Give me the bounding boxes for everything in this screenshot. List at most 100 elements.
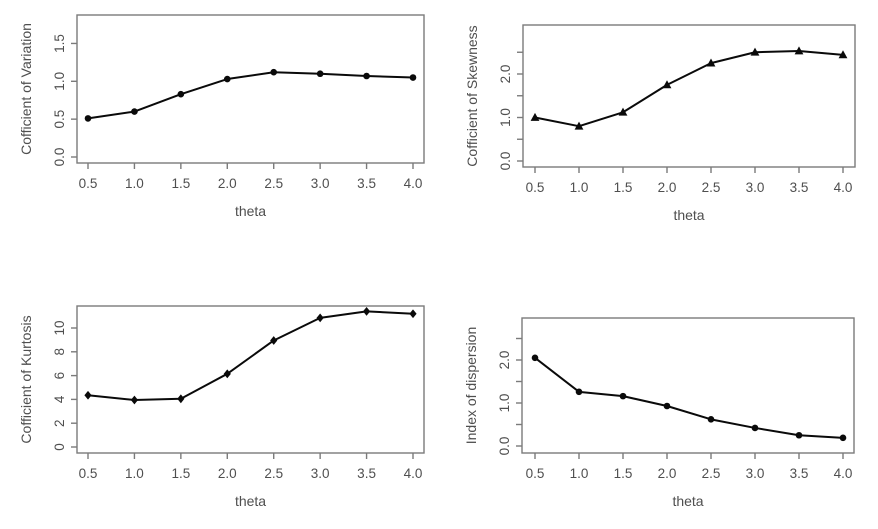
plot-frame <box>76 305 425 454</box>
x-tick-label: 2.5 <box>702 466 721 481</box>
x-tick-label: 1.0 <box>125 176 144 191</box>
y-tick-label: 1.0 <box>52 72 67 91</box>
y-tick-label: 0.0 <box>497 437 512 456</box>
y-tick-label: 0.0 <box>52 148 67 167</box>
data-point-marker-circle <box>131 108 138 115</box>
data-point-marker-circle <box>84 115 92 122</box>
data-point-marker-triangle <box>750 47 760 56</box>
data-point-marker-triangle <box>574 121 584 130</box>
data-point-marker-triangle <box>706 58 716 67</box>
x-tick-label: 2.5 <box>264 176 283 191</box>
x-tick-label: 2.0 <box>658 180 677 195</box>
x-axis-title: theta <box>235 493 266 509</box>
data-point-marker-circle <box>619 392 627 400</box>
data-point-marker-triangle <box>662 80 672 89</box>
y-tick-label: 1.0 <box>497 394 512 413</box>
series-line <box>534 356 844 439</box>
x-tick-label: 4.0 <box>834 466 853 481</box>
series-line <box>87 71 414 120</box>
x-tick-label: 1.0 <box>570 180 589 195</box>
x-tick-label: 4.0 <box>404 176 423 191</box>
series-line <box>87 310 414 401</box>
data-point-marker-triangle <box>794 46 804 55</box>
y-tick-label: 2.0 <box>498 65 513 84</box>
data-point-marker-diamond <box>362 306 371 316</box>
data-point-marker-circle <box>839 434 847 442</box>
y-tick-label: 1.5 <box>52 34 67 53</box>
x-tick-label: 3.0 <box>746 466 765 481</box>
series-line <box>534 49 844 128</box>
data-point-marker-circle <box>795 431 803 439</box>
data-point-marker-circle <box>751 424 759 432</box>
x-tick-label: 3.5 <box>357 176 376 191</box>
x-tick-label: 3.0 <box>746 180 765 195</box>
x-tick-label: 0.5 <box>526 466 545 481</box>
x-tick-label: 1.5 <box>614 180 633 195</box>
data-point-marker-triangle <box>530 112 540 121</box>
x-tick-label: 3.5 <box>790 180 809 195</box>
x-tick-label: 3.5 <box>357 466 376 481</box>
x-tick-label: 3.5 <box>790 466 809 481</box>
data-point-marker-diamond <box>409 309 417 319</box>
y-tick-label: 6 <box>52 372 67 380</box>
y-axis-title: Cofficient of Kurtosis <box>18 315 34 443</box>
x-tick-label: 2.0 <box>218 466 237 481</box>
data-point-marker-circle <box>409 74 417 81</box>
data-point-marker-diamond <box>223 369 231 379</box>
x-tick-label: 2.0 <box>218 176 237 191</box>
y-tick-label: 4 <box>52 395 67 403</box>
y-axis-title: Cofficient of Skewness <box>464 25 480 166</box>
plot-frame <box>521 317 855 454</box>
y-tick-label: 1.0 <box>498 108 513 127</box>
y-tick-label: 2.0 <box>497 351 512 370</box>
data-point-marker-circle <box>177 90 185 98</box>
y-tick-label: 8 <box>52 348 67 356</box>
x-tick-label: 1.5 <box>614 466 633 481</box>
x-tick-label: 0.5 <box>526 180 545 195</box>
y-tick-label: 0.5 <box>52 110 67 129</box>
panel-coefficient-of-kurtosis: 0.5 1.0 1.5 2.0 2.5 3.0 3.5 4.0 0 2 4 6 8 10 theta Coff… <box>18 305 425 509</box>
data-point-marker-triangle <box>618 107 628 116</box>
data-point-marker-circle <box>575 388 583 396</box>
panel-coefficient-of-skewness: 0.5 1.0 1.5 2.0 2.5 3.0 3.5 4.0 0.0 1.0 2.0 theta Co… <box>464 24 856 223</box>
x-tick-label: 2.0 <box>658 466 677 481</box>
x-tick-label: 1.5 <box>171 466 190 481</box>
data-point-marker-diamond <box>316 313 324 323</box>
data-point-marker-diamond <box>130 395 139 405</box>
data-point-marker-circle <box>270 68 278 76</box>
panel-coefficient-of-variation: 0.5 1.0 1.5 2.0 2.5 3.0 3.5 4.0 0.0 0.5 1.0 1.5 thet… <box>18 14 425 219</box>
x-tick-label: 3.0 <box>311 176 330 191</box>
data-point-marker-diamond <box>84 390 92 400</box>
y-axis-title: Index of dispersion <box>463 327 479 445</box>
data-point-marker-diamond <box>177 394 185 404</box>
x-tick-label: 2.5 <box>702 180 721 195</box>
data-point-marker-circle <box>316 70 324 78</box>
y-tick-label: 0 <box>52 443 67 451</box>
x-tick-label: 1.5 <box>171 176 190 191</box>
plot-frame <box>522 24 856 168</box>
data-point-marker-circle <box>663 402 671 410</box>
x-tick-label: 2.5 <box>264 466 283 481</box>
data-point-marker-circle <box>707 416 715 423</box>
x-tick-label: 1.0 <box>570 466 589 481</box>
x-axis-title: theta <box>673 207 704 223</box>
x-tick-label: 0.5 <box>79 176 98 191</box>
data-point-marker-diamond <box>270 336 278 345</box>
x-tick-label: 0.5 <box>79 466 98 481</box>
data-point-marker-circle <box>531 354 539 362</box>
y-tick-label: 10 <box>52 320 67 335</box>
plot-frame <box>76 14 425 164</box>
x-tick-label: 4.0 <box>404 466 423 481</box>
y-tick-label: 2 <box>52 419 67 427</box>
data-point-marker-triangle <box>838 50 848 59</box>
x-tick-label: 3.0 <box>311 466 330 481</box>
data-point-marker-circle <box>223 75 231 83</box>
x-tick-label: 4.0 <box>834 180 853 195</box>
x-axis-title: theta <box>235 203 266 219</box>
y-tick-label: 0.0 <box>498 152 513 171</box>
x-tick-label: 1.0 <box>125 466 144 481</box>
panel-index-of-dispersion: 0.5 1.0 1.5 2.0 2.5 3.0 3.5 4.0 0.0 1.0 2.0 theta In… <box>463 317 855 509</box>
x-axis-title: theta <box>672 493 703 509</box>
